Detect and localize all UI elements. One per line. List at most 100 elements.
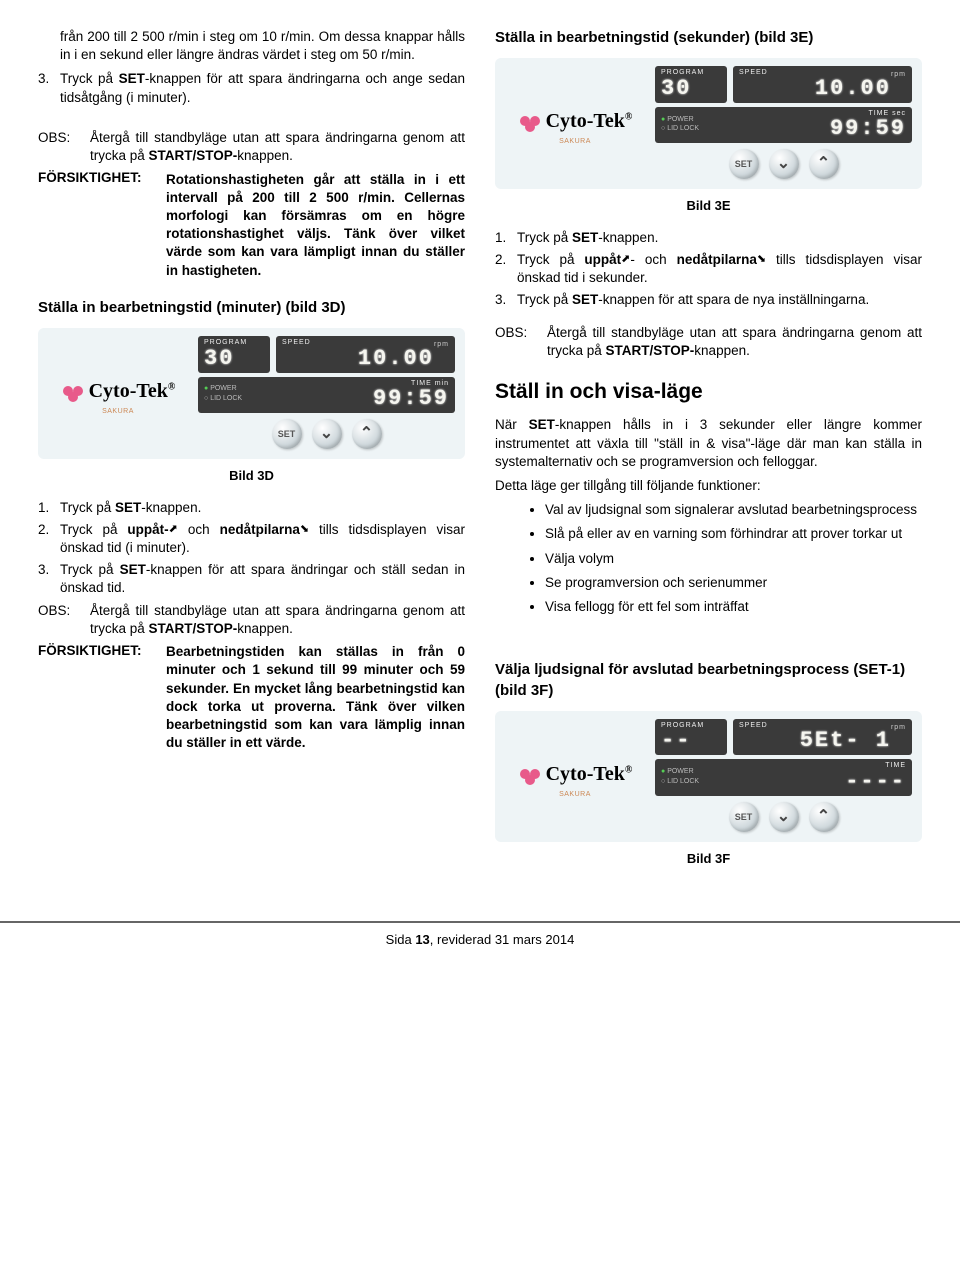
min-step-2: 2. Tryck på uppåt-⬈ och nedåtpilarna⬊ ti… (38, 521, 465, 557)
min-step-3: 3. Tryck på SET-knappen för att spara än… (38, 561, 465, 597)
lcd-program: PROGRAM 30 (198, 336, 270, 372)
intro-paragraph: från 200 till 2 500 r/min i steg om 10 r… (60, 28, 465, 64)
lcd-value: -- (661, 730, 721, 752)
obs-label: OBS: (495, 324, 547, 360)
time-value: 99:59 (830, 118, 906, 140)
lcd-speed: SPEEDrpm 10.00 (733, 66, 912, 102)
step-number: 3. (495, 291, 517, 309)
device-panel-3f: Cyto-Tek® SAKURA PROGRAM -- SPEEDrpm 5Et… (495, 711, 922, 842)
caution-2: FÖRSIKTIGHET: Bearbetningstiden kan stäl… (38, 642, 465, 753)
set-button[interactable]: SET (729, 149, 759, 179)
indicators: ● POWER ○ LID LOCK (661, 115, 699, 135)
up-button[interactable]: ⌃ (809, 802, 839, 832)
brand-logo: Cyto-Tek® (61, 378, 176, 405)
caption-3f: Bild 3F (495, 850, 922, 868)
obs-label: OBS: (38, 602, 90, 638)
device-panel-3e: Cyto-Tek® SAKURA PROGRAM 30 SPEEDrpm 10.… (495, 58, 922, 189)
lcd-value: 5Et- 1 (739, 730, 906, 752)
obs-label: OBS: (38, 129, 90, 165)
obs-note-1: OBS: Återgå till standbyläge utan att sp… (38, 129, 465, 165)
lcd-value: 30 (204, 348, 264, 370)
indicators: ● POWER ○ LID LOCK (204, 384, 242, 404)
lcd-value: 10.00 (282, 348, 449, 370)
caption-3d: Bild 3D (38, 467, 465, 485)
set-label: SET (119, 71, 145, 86)
bullet-item: Visa fellogg för ett fel som inträffat (545, 598, 922, 616)
brand-logo: Cyto-Tek® (518, 761, 633, 788)
up-button[interactable]: ⌃ (809, 149, 839, 179)
brand-text: Cyto-Tek® (546, 761, 633, 788)
down-button[interactable]: ⌄ (769, 802, 799, 832)
step-3: 3. Tryck på SET-knappen för att spara än… (38, 70, 465, 106)
sec-step-3: 3. Tryck på SET-knappen för att spara de… (495, 291, 922, 309)
step-number: 1. (38, 499, 60, 517)
footer-text: Sida 13, reviderad 31 mars 2014 (38, 923, 922, 965)
lcd-program: PROGRAM 30 (655, 66, 727, 102)
heading-mode: Ställ in och visa-läge (495, 378, 922, 406)
lcd-speed: SPEEDrpm 5Et- 1 (733, 719, 912, 755)
step-number: 2. (495, 251, 517, 287)
brand-text: Cyto-Tek® (89, 378, 176, 405)
caution-body: Bearbetningstiden kan ställas in från 0 … (166, 643, 465, 752)
set-button[interactable]: SET (729, 802, 759, 832)
lcd-speed: SPEEDrpm 10.00 (276, 336, 455, 372)
mode-bullet-list: Val av ljudsignal som signalerar avsluta… (545, 501, 922, 616)
down-button[interactable]: ⌄ (769, 149, 799, 179)
left-column: från 200 till 2 500 r/min i steg om 10 r… (38, 28, 465, 881)
heading-set1: Välja ljudsignal för avslutad bearbetnin… (495, 660, 922, 701)
right-column: Ställa in bearbetningstid (sekunder) (bi… (495, 28, 922, 881)
obs-note-3: OBS: Återgå till standbyläge utan att sp… (495, 324, 922, 360)
mode-paragraph-1: När SET-knappen hålls in i 3 sekunder el… (495, 416, 922, 471)
step-number: 3. (38, 561, 60, 597)
sakura-label: SAKURA (559, 790, 591, 799)
step-text: Tryck på SET-knappen. (60, 499, 465, 517)
step-text: Tryck på SET-knappen för att spara ändri… (60, 70, 465, 106)
caution-label: FÖRSIKTIGHET: (38, 643, 142, 658)
lcd-program: PROGRAM -- (655, 719, 727, 755)
flower-icon (518, 110, 542, 134)
obs-note-2: OBS: Återgå till standbyläge utan att sp… (38, 602, 465, 638)
time-value: 99:59 (373, 388, 449, 410)
sakura-label: SAKURA (102, 407, 134, 416)
caution-body: Rotationshastigheten går att ställa in i… (166, 171, 465, 280)
bullet-item: Slå på eller av en varning som förhindra… (545, 525, 922, 543)
time-value: ---- (845, 771, 906, 793)
step-text: Tryck på uppåt-⬈ och nedåtpilarna⬊ tills… (60, 521, 465, 557)
step-number: 3. (38, 70, 60, 106)
obs-text: Återgå till standbyläge utan att spara ä… (547, 324, 922, 360)
indicators: ● POWER ○ LID LOCK (661, 767, 699, 787)
mode-paragraph-2: Detta läge ger tillgång till följande fu… (495, 477, 922, 495)
device-panel-3d: Cyto-Tek® SAKURA PROGRAM 30 SPEEDrpm 10.… (38, 328, 465, 459)
device-buttons: SET ⌄ ⌃ (655, 802, 912, 832)
device-buttons: SET ⌄ ⌃ (198, 419, 455, 449)
brand-text: Cyto-Tek® (546, 108, 633, 135)
down-arrow-icon: ⬊ (300, 522, 309, 537)
sakura-label: SAKURA (559, 137, 591, 146)
step-text: Tryck på SET-knappen. (517, 229, 922, 247)
bullet-item: Välja volym (545, 550, 922, 568)
page-footer: Sida 13, reviderad 31 mars 2014 (38, 921, 922, 965)
obs-text: Återgå till standbyläge utan att spara ä… (90, 129, 465, 165)
flower-icon (518, 763, 542, 787)
bullet-item: Val av ljudsignal som signalerar avsluta… (545, 501, 922, 519)
brand-logo: Cyto-Tek® (518, 108, 633, 135)
lcd-value: 30 (661, 78, 721, 100)
bullet-item: Se programversion och serienummer (545, 574, 922, 592)
step-text: Tryck på SET-knappen för att spara ändri… (60, 561, 465, 597)
heading-minutes: Ställa in bearbetningstid (minuter) (bil… (38, 298, 465, 318)
text: knappen. (237, 148, 293, 163)
obs-text: Återgå till standbyläge utan att spara ä… (90, 602, 465, 638)
down-button[interactable]: ⌄ (312, 419, 342, 449)
lcd-time: ● POWER ○ LID LOCK TIME min 99:59 (198, 377, 455, 413)
step-number: 1. (495, 229, 517, 247)
sec-step-1: 1. Tryck på SET-knappen. (495, 229, 922, 247)
caution-label: FÖRSIKTIGHET: (38, 170, 142, 185)
down-arrow-icon: ⬊ (757, 252, 766, 267)
lcd-time: ● POWER ○ LID LOCK TIME ---- (655, 759, 912, 795)
up-arrow-icon: ⬈ (169, 522, 178, 537)
set-button[interactable]: SET (272, 419, 302, 449)
caption-3e: Bild 3E (495, 197, 922, 215)
up-arrow-icon: ⬈ (621, 252, 630, 267)
heading-seconds: Ställa in bearbetningstid (sekunder) (bi… (495, 28, 922, 48)
up-button[interactable]: ⌃ (352, 419, 382, 449)
